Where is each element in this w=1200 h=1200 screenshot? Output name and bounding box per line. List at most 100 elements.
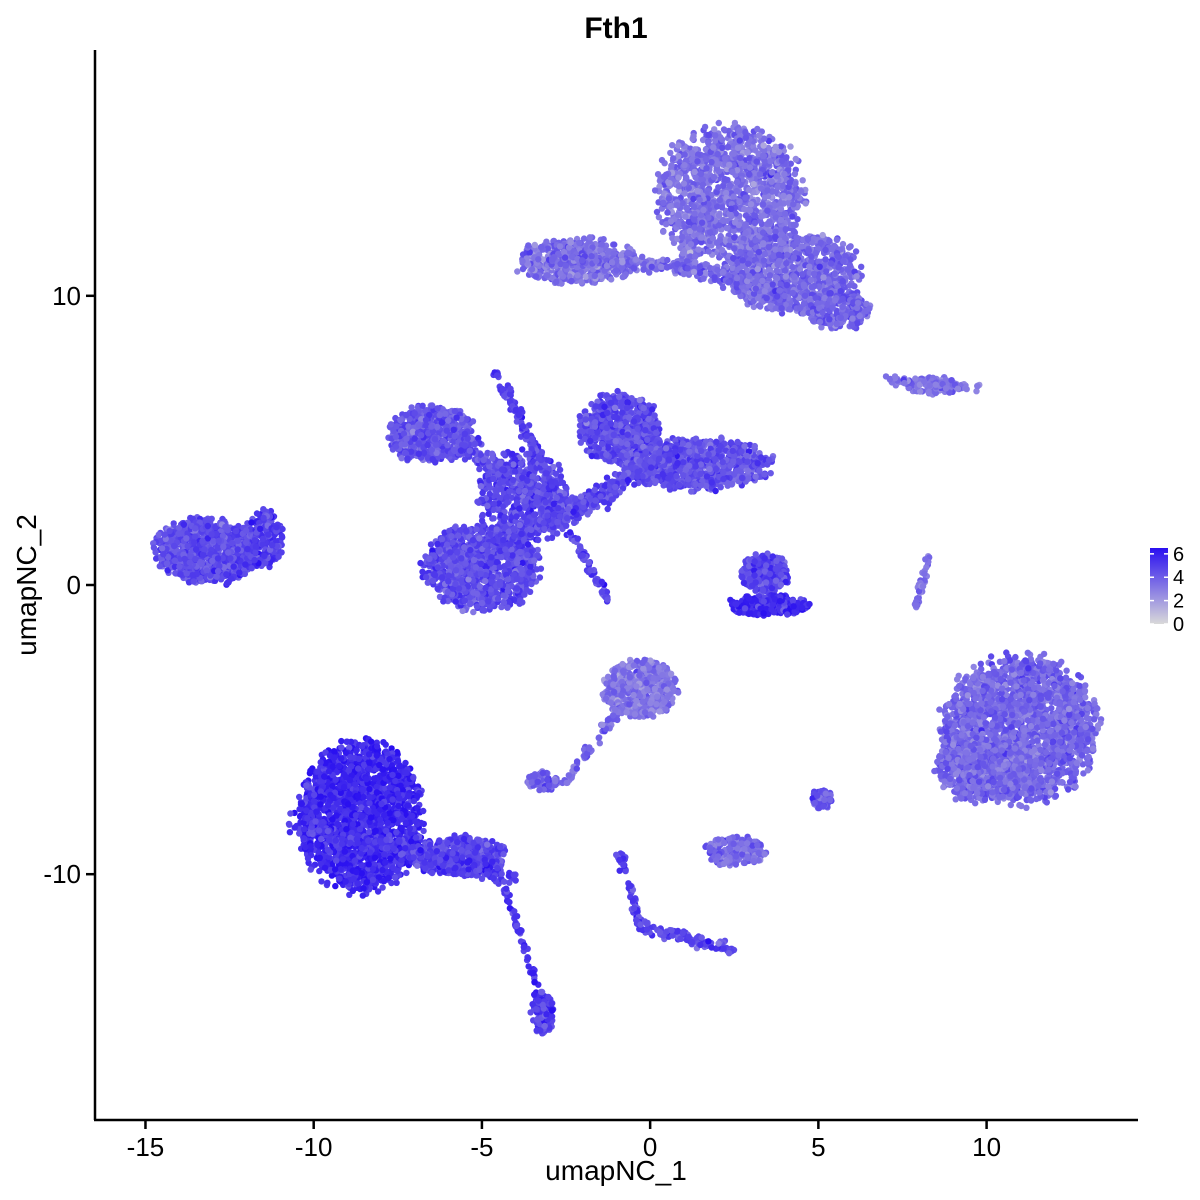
cell-point bbox=[800, 281, 807, 288]
cell-point bbox=[760, 240, 767, 247]
cell-point bbox=[387, 421, 395, 428]
cell-point bbox=[849, 315, 856, 322]
cell-point bbox=[705, 139, 712, 146]
cell-point bbox=[705, 131, 712, 139]
cell-point bbox=[415, 450, 422, 457]
cell-point bbox=[789, 263, 796, 271]
cell-point bbox=[856, 312, 863, 320]
cell-point bbox=[827, 260, 835, 267]
cell-point bbox=[734, 144, 742, 151]
cell-point bbox=[802, 200, 809, 207]
cell-point bbox=[666, 203, 674, 210]
cell-point bbox=[761, 250, 768, 258]
cell-point bbox=[753, 158, 760, 165]
cell-point bbox=[819, 309, 826, 316]
cell-point bbox=[715, 222, 723, 229]
cell-point bbox=[624, 440, 631, 448]
cell-point bbox=[652, 429, 660, 436]
cell-point bbox=[404, 455, 411, 462]
cell-point bbox=[588, 452, 595, 460]
cell-point bbox=[765, 266, 773, 273]
cell-point bbox=[774, 261, 781, 268]
cell-point bbox=[797, 304, 804, 312]
cell-point bbox=[744, 148, 751, 156]
cell-point bbox=[424, 441, 431, 449]
cell-point bbox=[699, 181, 707, 188]
cell-point bbox=[604, 444, 612, 451]
cell-point bbox=[675, 142, 682, 149]
cell-point bbox=[714, 160, 721, 168]
cell-point bbox=[660, 482, 667, 489]
cell-point bbox=[714, 150, 721, 158]
cell-point bbox=[392, 443, 400, 450]
cell-point bbox=[775, 148, 783, 156]
cell-point bbox=[611, 241, 618, 248]
cell-point bbox=[760, 257, 768, 264]
cell-point bbox=[778, 239, 786, 247]
cell-point bbox=[690, 195, 697, 203]
cell-point bbox=[685, 442, 692, 449]
cell-point bbox=[791, 273, 798, 281]
cell-point bbox=[415, 422, 423, 429]
cell-point bbox=[826, 290, 833, 297]
cell-point bbox=[820, 274, 827, 281]
cell-point bbox=[852, 248, 860, 255]
cell-point bbox=[799, 271, 806, 278]
cell-point bbox=[601, 403, 608, 410]
cell-point bbox=[812, 249, 820, 257]
cell-point bbox=[618, 439, 625, 446]
cell-point bbox=[697, 170, 705, 178]
cell-point bbox=[792, 180, 799, 187]
cell-point bbox=[438, 419, 446, 426]
cell-point bbox=[721, 175, 729, 183]
cell-point bbox=[731, 119, 739, 127]
cell-point bbox=[658, 156, 666, 164]
cell-point bbox=[654, 171, 662, 178]
cell-point bbox=[755, 248, 763, 256]
cell-point bbox=[786, 179, 793, 186]
cell-point bbox=[772, 274, 779, 281]
cell-point bbox=[451, 407, 459, 415]
cell-point bbox=[773, 267, 781, 274]
cell-point bbox=[741, 206, 748, 213]
cell-point bbox=[781, 170, 788, 178]
cell-point bbox=[634, 425, 641, 432]
cell-point bbox=[759, 201, 767, 208]
cell-point bbox=[752, 147, 759, 154]
cell-point bbox=[586, 234, 594, 241]
cell-point bbox=[719, 144, 726, 151]
cell-point bbox=[664, 209, 671, 216]
cell-point bbox=[651, 187, 659, 194]
cell-point bbox=[822, 246, 829, 254]
cell-point bbox=[793, 238, 801, 245]
cell-point bbox=[519, 265, 527, 273]
cell-point bbox=[721, 155, 729, 162]
cell-point bbox=[823, 268, 830, 275]
cell-point bbox=[607, 399, 614, 407]
cell-point bbox=[853, 273, 860, 280]
cell-point bbox=[675, 221, 682, 228]
cell-point bbox=[756, 132, 763, 139]
cell-point bbox=[692, 463, 699, 470]
cell-point bbox=[782, 210, 789, 217]
cell-point bbox=[432, 441, 440, 448]
cell-point bbox=[751, 212, 758, 219]
cell-point bbox=[742, 229, 749, 237]
cell-point bbox=[597, 392, 604, 399]
cell-point bbox=[731, 219, 739, 226]
cell-point bbox=[603, 424, 610, 432]
cell-point bbox=[826, 237, 833, 245]
cell-point bbox=[730, 150, 737, 157]
cell-point bbox=[708, 158, 715, 166]
cell-point bbox=[604, 409, 611, 416]
cell-point bbox=[699, 136, 707, 144]
cell-point bbox=[655, 420, 662, 427]
cell-point bbox=[804, 235, 812, 243]
cell-point bbox=[829, 304, 836, 311]
cell-point bbox=[603, 451, 610, 458]
cell-point bbox=[743, 452, 751, 460]
cell-point bbox=[730, 193, 737, 200]
cell-point bbox=[729, 447, 736, 454]
cell-point bbox=[436, 411, 443, 419]
cell-point bbox=[831, 242, 838, 250]
